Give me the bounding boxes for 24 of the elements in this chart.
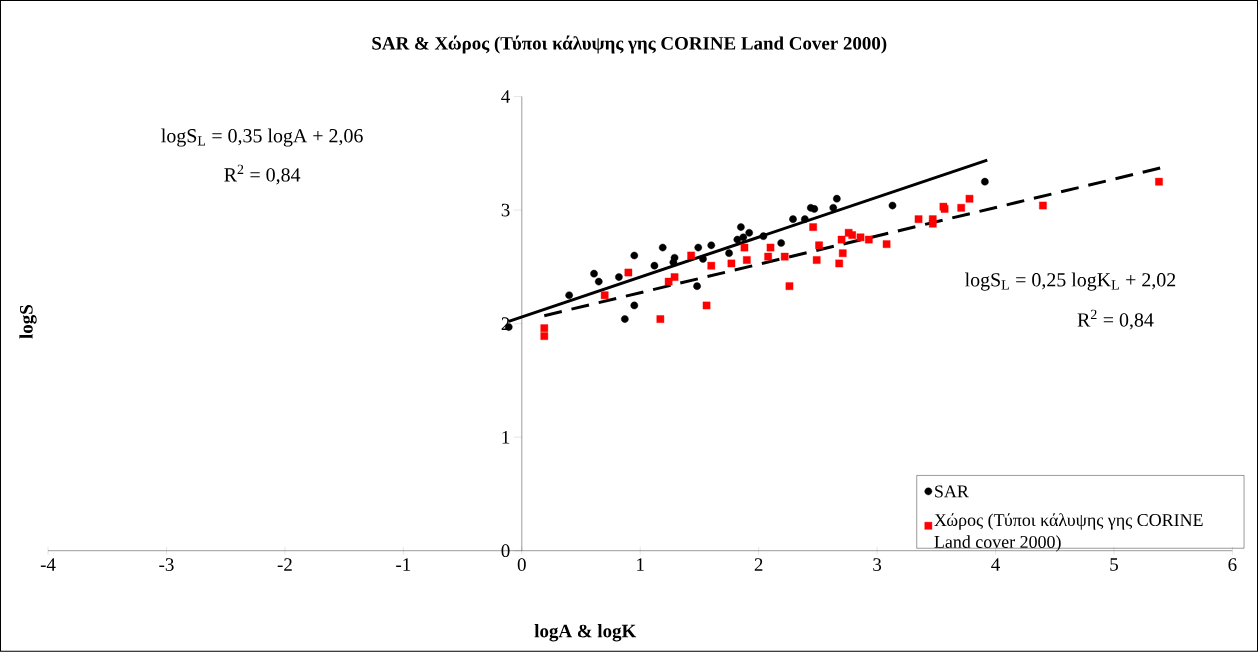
x-tick-label: 6	[1228, 558, 1237, 572]
y-axis-title: logS	[19, 305, 37, 339]
x-tick-label: 2	[754, 558, 763, 571]
annotation: R$^{2}$ = 0,84	[1077, 309, 1154, 330]
x-tick-label: 3	[873, 558, 882, 572]
annotation: logS$_{L}$ = 0,25 logK$_{L}$ + 2,02	[965, 272, 1176, 291]
y-tick-label: 4	[501, 90, 510, 103]
legend-label: SAR	[935, 485, 969, 498]
chart-title: SAR & Χώρος (Τύποι κάλυψης γης CORINE Land Cover 2000)	[372, 35, 887, 54]
x-axis-title: logA & logK	[534, 624, 637, 642]
annotation: R$^{2}$ = 0,84	[224, 164, 301, 185]
y-tick-label: 3	[501, 203, 510, 217]
y-tick-label: 1	[502, 431, 510, 444]
x-tick-label: 5	[1110, 558, 1118, 571]
x-tick-label: -4	[40, 558, 56, 571]
legend-label: Χώρος (Τύποι κάλυψης γης CORINE Land cover 2000)	[934, 513, 1203, 552]
y-tick-label: 0	[501, 544, 510, 558]
x-tick-label: 0	[517, 558, 526, 572]
x-tick-label: -3	[159, 558, 174, 572]
x-tick-label: -1	[396, 558, 411, 571]
x-tick-label: 4	[991, 558, 1000, 571]
annotation: logS$_{L}$ = 0,35 logA + 2,06	[161, 128, 363, 147]
x-tick-label: -2	[277, 558, 292, 571]
x-tick-label: 1	[637, 558, 644, 571]
